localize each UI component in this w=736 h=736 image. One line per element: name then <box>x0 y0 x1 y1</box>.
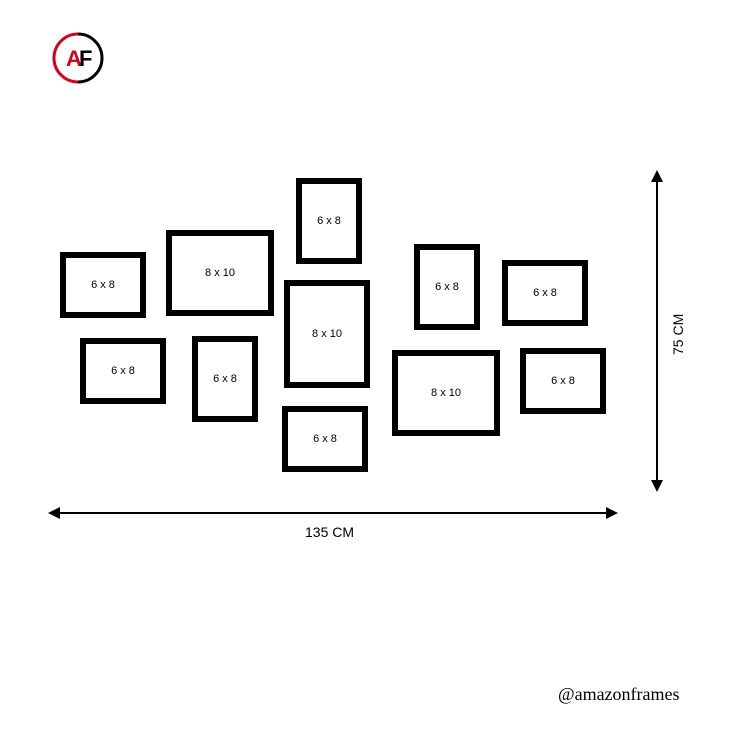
photo-frame: 8 x 10 <box>284 280 370 388</box>
photo-frame: 8 x 10 <box>166 230 274 316</box>
photo-frame: 6 x 8 <box>520 348 606 414</box>
height-dimension-line <box>656 172 658 490</box>
arrow-left-icon <box>48 507 60 519</box>
frame-size-label: 6 x 8 <box>551 375 575 387</box>
frame-size-label: 6 x 8 <box>91 279 115 291</box>
logo-letter-f: F <box>79 46 92 71</box>
frame-size-label: 8 x 10 <box>312 328 342 340</box>
photo-frame: 6 x 8 <box>414 244 480 330</box>
frame-size-label: 6 x 8 <box>313 433 337 445</box>
frame-size-label: 8 x 10 <box>205 267 235 279</box>
credit-text: @amazonframes <box>558 684 680 705</box>
width-dimension-label: 135 CM <box>305 524 354 540</box>
frame-size-label: 6 x 8 <box>435 281 459 293</box>
frame-size-label: 6 x 8 <box>317 215 341 227</box>
frame-size-label: 6 x 8 <box>533 287 557 299</box>
arrow-right-icon <box>606 507 618 519</box>
photo-frame: 6 x 8 <box>192 336 258 422</box>
photo-frame: 6 x 8 <box>296 178 362 264</box>
frame-size-label: 8 x 10 <box>431 387 461 399</box>
photo-frame: 8 x 10 <box>392 350 500 436</box>
photo-frame: 6 x 8 <box>80 338 166 404</box>
height-dimension-label: 75 CM <box>670 314 686 355</box>
frame-size-label: 6 x 8 <box>213 373 237 385</box>
width-dimension-line <box>50 512 616 514</box>
diagram-canvas: A F 6 x 8 6 x 8 8 x 10 6 x 8 6 x 8 6 x 8 6 x 8… <box>0 0 736 736</box>
arrow-up-icon <box>651 170 663 182</box>
arrow-down-icon <box>651 480 663 492</box>
photo-frame: 6 x 8 <box>60 252 146 318</box>
photo-frame: 6 x 8 <box>502 260 588 326</box>
photo-frame: 6 x 8 <box>282 406 368 472</box>
brand-logo: A F <box>50 30 106 86</box>
frame-size-label: 6 x 8 <box>111 365 135 377</box>
